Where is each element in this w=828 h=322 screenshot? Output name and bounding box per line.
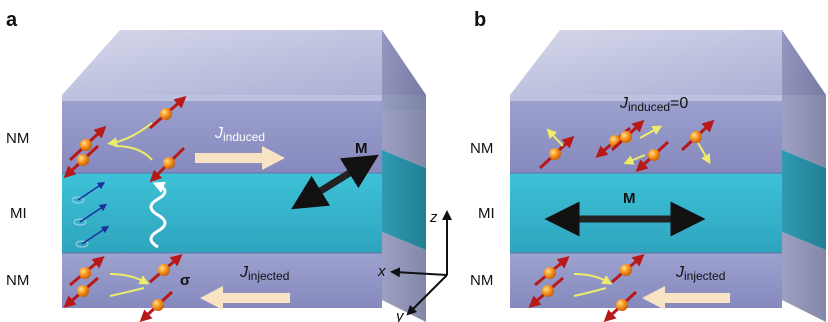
panel-a-label: a: [6, 9, 18, 31]
axis-label-x: x: [377, 263, 386, 280]
current-injected-arrow: [200, 286, 290, 310]
nm-bottom-side: [382, 232, 426, 322]
spin-electron: [611, 254, 645, 284]
deflection-arrow: [573, 273, 613, 285]
spin-electron: [149, 96, 187, 130]
current-injected-label: Jinjected: [675, 264, 725, 283]
current-induced-arrow: [195, 146, 285, 170]
stack-top-face: [510, 30, 826, 95]
stack-top-face: [62, 30, 426, 95]
spin-electron: [528, 276, 564, 308]
precessing-moment: [75, 225, 110, 248]
deflection-arrow: [107, 122, 153, 148]
spin-electron: [149, 146, 186, 183]
deflection-arrow: [114, 145, 153, 161]
spin-electron: [635, 140, 670, 173]
spin-electron: [68, 125, 107, 162]
spin-electron: [63, 276, 99, 308]
spin-electron: [603, 290, 638, 322]
spin-electron: [534, 256, 570, 287]
spin-electron: [63, 144, 100, 179]
coordinate-axes: z x y: [377, 209, 452, 322]
deflection-arrow: [697, 142, 711, 165]
deflection-arrow: [546, 128, 564, 147]
deflection-arrow: [623, 154, 646, 165]
spin-electron: [610, 119, 645, 152]
deflection-arrow: [109, 273, 150, 285]
deflection-arrow: [573, 287, 607, 297]
layer-label-nm-top: NM: [6, 130, 29, 147]
axis-label-y: y: [395, 308, 405, 322]
layer-label-nm-bottom: NM: [470, 272, 493, 289]
panel-b-label: b: [474, 9, 486, 31]
layer-label-mi: MI: [478, 205, 495, 222]
deflection-arrow: [109, 287, 145, 297]
magnetization-arrow: [291, 154, 379, 210]
nm-bottom-side: [782, 232, 826, 322]
spin-electron: [149, 254, 183, 284]
spin-electron: [680, 119, 715, 152]
magnetization-label: M: [623, 190, 636, 207]
spin-electron: [139, 290, 174, 322]
panel-b: b NM MI NM Jinduced=0: [470, 9, 826, 322]
layer-label-mi: MI: [10, 205, 27, 222]
precessing-moment: [73, 203, 108, 226]
mi-side: [382, 150, 426, 250]
nm-top-side: [382, 30, 426, 168]
precessing-moment: [71, 181, 106, 204]
current-induced-zero-label: Jinduced=0: [619, 95, 688, 114]
current-induced-label: Jinduced: [214, 125, 265, 144]
nm-top-side: [782, 30, 826, 168]
layer-label-nm-bottom: NM: [6, 272, 29, 289]
magnetization-label: M: [355, 140, 368, 157]
spin-electron: [69, 256, 105, 287]
panel-a: a NM MI NM: [6, 9, 426, 322]
mi-side: [782, 150, 826, 250]
spin-polarization-label: σ: [180, 272, 190, 289]
deflection-arrow: [639, 125, 663, 139]
layer-label-nm-top: NM: [470, 140, 493, 157]
current-injected-label: Jinjected: [239, 264, 289, 283]
magnon-wave: [149, 181, 167, 249]
current-injected-arrow: [642, 286, 730, 310]
axis-label-z: z: [429, 209, 438, 226]
spin-electron: [538, 135, 575, 170]
mi-layer: [510, 173, 782, 253]
